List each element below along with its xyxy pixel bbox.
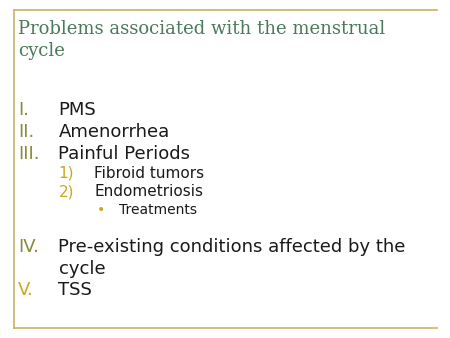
Text: V.: V.: [18, 281, 34, 298]
Text: PMS: PMS: [58, 101, 96, 119]
Text: Amenorrhea: Amenorrhea: [58, 123, 170, 141]
Text: Problems associated with the menstrual
cycle: Problems associated with the menstrual c…: [18, 20, 385, 60]
Text: •: •: [97, 203, 105, 217]
Text: 1): 1): [58, 166, 74, 180]
Text: III.: III.: [18, 145, 40, 163]
Text: II.: II.: [18, 123, 34, 141]
Text: 2): 2): [58, 184, 74, 199]
Text: Fibroid tumors: Fibroid tumors: [94, 166, 205, 180]
Text: Pre-existing conditions affected by the
cycle: Pre-existing conditions affected by the …: [58, 238, 406, 278]
Text: IV.: IV.: [18, 238, 39, 256]
Text: Painful Periods: Painful Periods: [58, 145, 190, 163]
Text: Endometriosis: Endometriosis: [94, 184, 203, 199]
Text: I.: I.: [18, 101, 29, 119]
Text: TSS: TSS: [58, 281, 92, 298]
Text: Treatments: Treatments: [119, 203, 197, 217]
